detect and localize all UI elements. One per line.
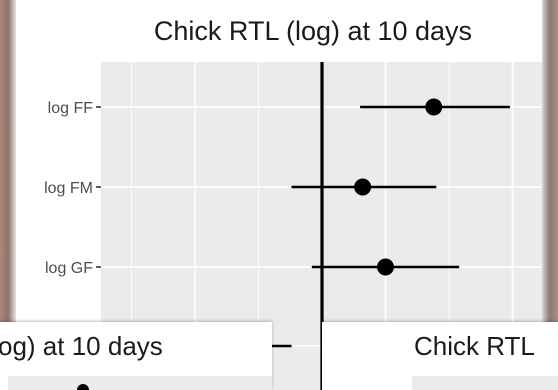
left-plot-background: [8, 376, 272, 390]
left-chart-svg: [8, 376, 272, 390]
y-tick-labels: log FF log FM log GF: [44, 100, 101, 277]
overlapping-chart-panel-right: Chick RTL: [322, 322, 558, 390]
chart-title: Chick RTL (log) at 10 days: [154, 16, 472, 46]
overlapping-chart-panel-left: og) at 10 days: [0, 322, 272, 390]
left-chart-title: og) at 10 days: [0, 331, 163, 361]
y-tick-label: log GF: [45, 260, 93, 277]
estimate-point: [354, 178, 372, 196]
estimate-marks: [101, 98, 510, 348]
right-chart-svg: [412, 376, 558, 390]
right-chart-title: Chick RTL: [414, 331, 535, 361]
y-tick-label: log FM: [44, 180, 93, 197]
left-estimate-point: [77, 384, 89, 390]
estimate-point: [425, 98, 443, 116]
y-tick-label: log FF: [48, 100, 94, 117]
right-plot-background: [412, 376, 558, 390]
estimate-point: [377, 258, 394, 276]
